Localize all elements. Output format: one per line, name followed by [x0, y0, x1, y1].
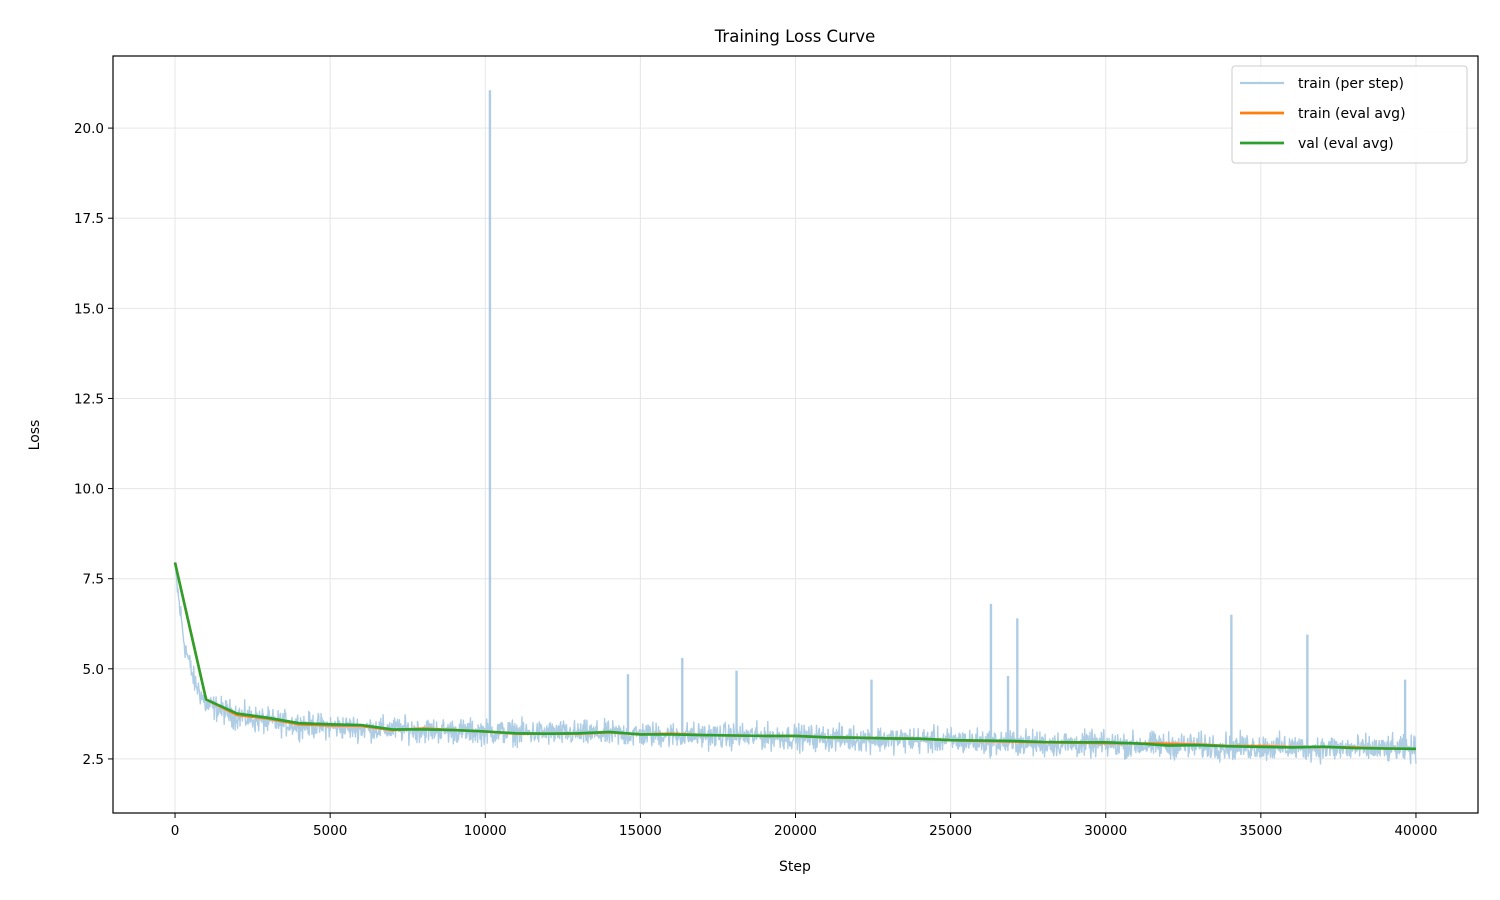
x-tick-label: 15000	[619, 823, 662, 839]
y-tick-label: 12.5	[74, 391, 104, 407]
x-tick-label: 30000	[1084, 823, 1127, 839]
plot-area	[173, 90, 1417, 765]
legend-box	[1231, 65, 1468, 164]
legend: train (per step) train (eval avg) val (eva…	[1231, 65, 1468, 164]
series-val-eval-avg-line	[173, 562, 1417, 751]
x-tick-label: 35000	[1239, 823, 1282, 839]
y-tick-label: 10.0	[74, 482, 104, 498]
y-tick-label: 15.0	[74, 301, 104, 317]
x-tick-label: 40000	[1394, 823, 1437, 839]
x-tick-label: 0	[171, 823, 180, 839]
x-axis-ticks: 0 5000 10000 15000 20000 25000 30000 35000 40000	[171, 813, 1437, 839]
x-tick-label: 20000	[774, 823, 817, 839]
chart-title: Training Loss Curve	[714, 27, 875, 46]
x-tick-label: 5000	[313, 823, 347, 839]
y-tick-label: 2.5	[83, 752, 104, 768]
x-axis-label: Step	[779, 859, 811, 875]
x-tick-label: 10000	[464, 823, 507, 839]
y-tick-label: 20.0	[74, 121, 104, 137]
grid-lines	[113, 56, 1478, 813]
y-axis-ticks: 2.5 5.0 7.5 10.0 12.5 15.0 17.5 20.0	[74, 121, 113, 768]
series-train-per-step-line	[174, 562, 1417, 765]
legend-entry-label: train (eval avg)	[1298, 106, 1406, 122]
legend-entry-label: train (per step)	[1298, 76, 1404, 92]
y-tick-label: 5.0	[83, 662, 104, 678]
y-tick-label: 17.5	[74, 211, 104, 227]
x-tick-label: 25000	[929, 823, 972, 839]
y-axis-label: Loss	[27, 420, 43, 451]
y-tick-label: 7.5	[83, 572, 104, 588]
legend-entry-label: val (eval avg)	[1298, 136, 1394, 152]
